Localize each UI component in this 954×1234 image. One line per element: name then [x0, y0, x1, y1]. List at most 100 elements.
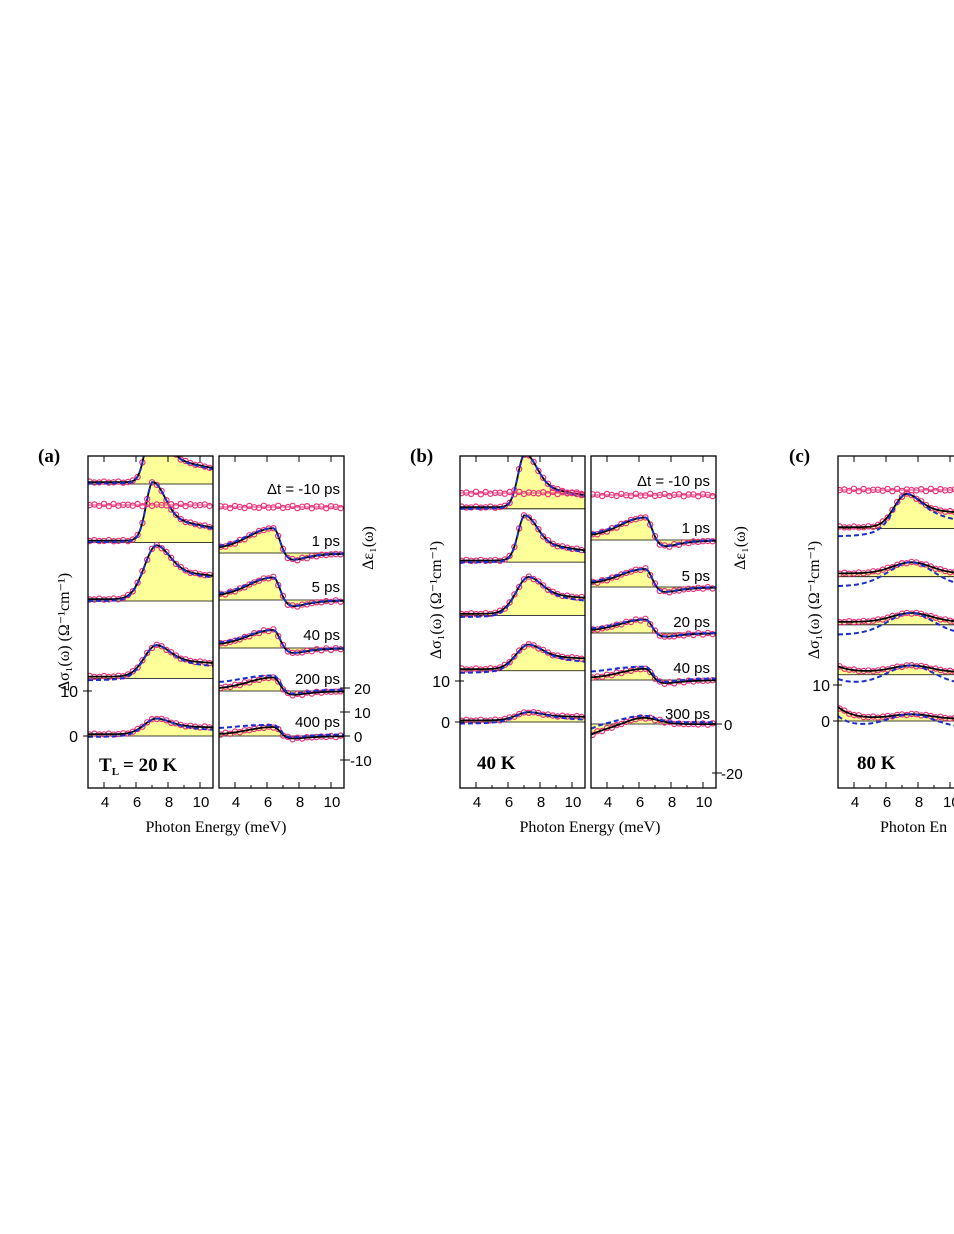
- sigma-a-point-2: [129, 588, 136, 595]
- eps-a-point-3: [279, 686, 287, 693]
- sigma-a-point-2: [153, 541, 160, 549]
- sigma-ytick-a-0: 0: [69, 729, 78, 746]
- eps-a-fit-dashed-2: [219, 629, 344, 654]
- xtick-c-8: 8: [915, 794, 923, 811]
- sigma-a-fill-0: [88, 456, 213, 484]
- sigma-c-fit-dashed-0: [838, 492, 954, 538]
- delay-label-b-1: 1 ps: [682, 520, 710, 537]
- sigma-a-fill-3: [88, 645, 213, 679]
- sigma-c-fill-0: [838, 493, 954, 529]
- sigma-c-fit-dashed-2: [838, 612, 954, 636]
- eps-b-point-2: [647, 621, 654, 628]
- sigma-a-point-2: [134, 579, 141, 586]
- eps-a-point-top: [337, 504, 344, 512]
- sigma-a-point-1: [153, 481, 160, 489]
- xtick-b-e-10: 10: [696, 794, 713, 811]
- eps-ytick-b-0: 0: [724, 717, 732, 734]
- panel-label-b: (b): [410, 446, 433, 467]
- sigma-c-point-0: [889, 506, 896, 514]
- sigma-a-point-1: [172, 511, 180, 518]
- eps-b-point-4: [591, 731, 596, 738]
- sigma-b-point-2: [520, 576, 528, 583]
- temperature-label-c: 80 K: [857, 753, 896, 774]
- sigma-a-fit-solid-0: [88, 456, 213, 484]
- sigma-b-point-3: [506, 659, 513, 666]
- sigma-a-point-0: [169, 445, 174, 450]
- sigma-a-point-1: [134, 531, 141, 539]
- sigma-a-point-4: [143, 719, 151, 726]
- sigma-b-point-top: [578, 490, 585, 498]
- sigma-c-point-0: [898, 493, 906, 500]
- eps-b-fit-dashed-1: [591, 568, 716, 593]
- sigma-c-fit-dashed-3: [838, 664, 954, 683]
- eps-b-point-top: [709, 492, 716, 500]
- xlabel-c: Photon En: [880, 819, 947, 836]
- sigma-c-point-top: [951, 486, 954, 493]
- sigma-a-fit-dashed-1: [88, 481, 213, 543]
- xtick-a-s-8: 8: [165, 794, 173, 811]
- sigma-traces-c: [838, 485, 954, 727]
- delay-label-a-5: 400 ps: [295, 714, 340, 731]
- sigma-c-point-0: [913, 495, 920, 502]
- sigma-ylabel-a: Δσ₁(ω) (Ω⁻¹cm⁻¹): [56, 573, 73, 691]
- xtick-a-e-8: 8: [296, 794, 304, 811]
- xtick-b-s-6: 6: [505, 794, 513, 811]
- sigma-a-fill-4: [88, 718, 213, 736]
- sigma-b-point-2: [535, 578, 542, 585]
- ticks-b: [459, 456, 704, 788]
- eps-a-fit-dashed-4: [219, 724, 344, 739]
- sigma-a-point-1: [177, 515, 184, 523]
- delay-label-b-3: 20 ps: [673, 614, 710, 631]
- sigma-c-fit-dashed-1: [838, 561, 954, 587]
- sigma-b-point-0: [544, 480, 552, 487]
- sigma-a-point-2: [163, 548, 170, 556]
- sigma-traces-b: [460, 456, 585, 725]
- sigma-b-fit-dashed-2: [460, 575, 585, 618]
- xtick-c-6: 6: [883, 794, 891, 811]
- eps-b-fit-dashed-2: [591, 618, 716, 638]
- sigma-a-point-3: [172, 652, 180, 659]
- sigma-a-point-2: [158, 545, 165, 552]
- sigma-a-fill-1: [88, 482, 213, 543]
- xtick-c-4: 4: [851, 794, 859, 811]
- sigma-b-point-3: [511, 653, 518, 660]
- sigma-b-fit-dashed-4: [460, 711, 585, 725]
- xtick-a-s-10: 10: [193, 794, 210, 811]
- panel-b: (b) 10 0 0 -20 4 6 8 10 4 6 8 10 Photon …: [410, 446, 749, 836]
- sigma-a-fill-2: [88, 545, 213, 601]
- xtick-b-e-8: 8: [668, 794, 676, 811]
- eps-b-point-1: [647, 572, 654, 579]
- xlabel-b: Photon Energy (meV): [519, 819, 660, 836]
- eps-a-point-2: [279, 641, 287, 649]
- eps-b-point-0: [647, 521, 654, 528]
- sigma-b-point-1: [540, 533, 547, 540]
- delay-label-a-4: 200 ps: [295, 671, 340, 688]
- sigma-a-point-2: [167, 554, 175, 562]
- sigma-b-point-3: [520, 643, 528, 651]
- eps-a-fit-dashed-0: [219, 527, 344, 561]
- sigma-c-fill-4: [838, 706, 954, 721]
- sigma-b-point-1: [549, 540, 557, 548]
- eps-b-fit-solid-3: [591, 667, 716, 685]
- sigma-ytick-b-10: 10: [432, 674, 450, 691]
- xtick-b-s-10: 10: [565, 794, 582, 811]
- sigma-b-point-0: [540, 474, 547, 481]
- sigma-c-point-top: [850, 485, 858, 492]
- sigma-b-point-0: [535, 467, 542, 475]
- sigma-b-point-2: [501, 605, 508, 612]
- panel-label-a: (a): [38, 446, 60, 467]
- delay-label-a-1: 1 ps: [312, 533, 340, 550]
- sigma-b-fill-3: [460, 644, 585, 671]
- sigma-b-fill-4: [460, 712, 585, 722]
- xtick-a-s-6: 6: [133, 794, 141, 811]
- eps-b-fill-4: [591, 717, 716, 735]
- sigma-a-point-4: [139, 723, 146, 730]
- panel-label-c: (c): [789, 446, 810, 467]
- sigma-b-point-1: [544, 537, 552, 544]
- sigma-b-point-0: [506, 499, 513, 506]
- sigma-ylabel-c: Δσ₁(ω) (Ω⁻¹cm⁻¹): [806, 541, 823, 659]
- xtick-a-e-4: 4: [232, 794, 240, 811]
- panel-a: (a) 10 0 20 10 0 -10 4 6 8 10 4 6 8 10 P…: [38, 445, 377, 836]
- temperature-label-a: TL = 20 K: [99, 755, 177, 778]
